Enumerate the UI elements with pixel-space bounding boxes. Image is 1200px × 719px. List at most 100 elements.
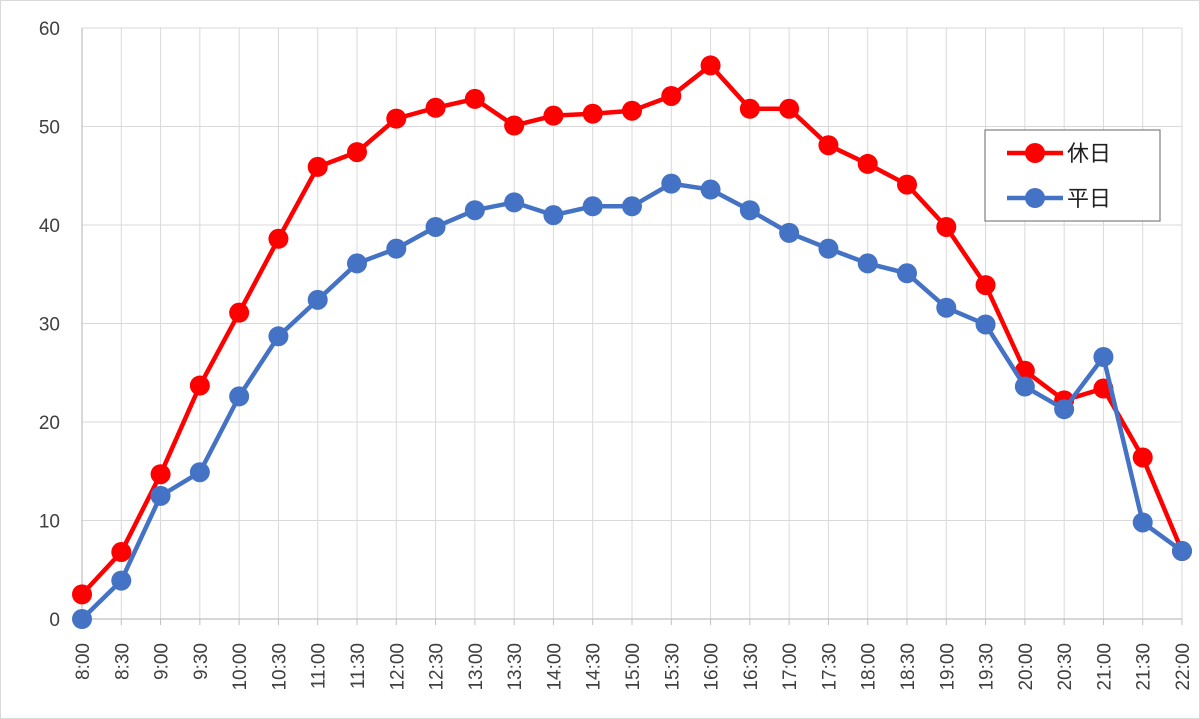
data-point	[1132, 447, 1153, 468]
x-tick-label: 11:30	[348, 643, 369, 689]
data-point	[111, 542, 132, 563]
data-point	[700, 179, 721, 200]
axes	[81, 28, 1183, 625]
data-point	[661, 85, 682, 106]
x-tick-label: 14:30	[584, 643, 605, 691]
data-point	[150, 464, 171, 485]
data-point	[543, 105, 564, 126]
data-point	[1172, 541, 1192, 562]
x-tick-label: 11:00	[309, 643, 330, 689]
data-point	[229, 302, 250, 323]
data-point	[347, 142, 367, 163]
x-tick-label: 15:00	[623, 643, 644, 691]
data-point	[347, 253, 367, 274]
x-tick-label: 13:00	[466, 643, 487, 691]
data-point	[739, 200, 760, 221]
x-tick-label: 16:00	[702, 643, 723, 691]
y-tick-label: 50	[39, 118, 60, 139]
data-point	[150, 485, 171, 506]
data-point	[425, 97, 446, 118]
x-tick-label: 19:30	[977, 643, 998, 691]
x-tick-label: 12:30	[427, 643, 448, 691]
legend-swatch-marker	[1025, 188, 1045, 208]
x-tick-label: 20:30	[1055, 643, 1076, 691]
data-point	[504, 115, 525, 136]
data-point	[779, 222, 800, 243]
y-tick-label: 0	[49, 610, 60, 631]
data-point	[936, 297, 957, 318]
data-point	[897, 263, 917, 284]
data-point	[818, 135, 839, 156]
data-point	[857, 253, 878, 274]
legend-label: 休日	[1067, 142, 1111, 167]
x-tick-label: 18:30	[898, 643, 919, 691]
x-tick-label: 17:00	[780, 643, 801, 691]
x-tick-label: 16:30	[741, 643, 762, 691]
data-point	[425, 216, 446, 237]
data-point	[268, 326, 289, 347]
data-point	[857, 153, 878, 174]
data-point	[661, 173, 682, 194]
y-tick-label: 60	[39, 19, 60, 40]
data-point	[897, 174, 917, 195]
gridlines	[82, 27, 1183, 619]
x-tick-label: 9:00	[152, 643, 173, 680]
x-tick-label: 8:00	[73, 643, 94, 680]
x-axis-tick-labels: 8:00 8:30 9:00 9:30 10:00 10:30 11:00 11:30 12:0…	[73, 643, 1194, 691]
data-point	[936, 216, 957, 237]
data-point	[975, 275, 996, 296]
x-tick-label: 20:00	[1016, 643, 1037, 691]
x-tick-label: 12:00	[387, 643, 408, 691]
data-point	[1093, 346, 1114, 367]
data-point	[543, 205, 564, 226]
x-tick-label: 17:30	[819, 643, 840, 691]
data-point	[189, 462, 210, 483]
data-point	[622, 100, 642, 121]
y-tick-label: 10	[39, 512, 60, 533]
legend-item: 平日	[1007, 187, 1111, 212]
data-point	[700, 55, 721, 76]
data-point	[268, 228, 289, 249]
series-group	[72, 55, 1192, 629]
legend-swatch-marker	[1025, 143, 1045, 163]
data-point	[72, 584, 92, 605]
data-point	[1014, 376, 1035, 397]
x-tick-label: 21:30	[1134, 643, 1155, 691]
x-tick-label: 10:00	[230, 643, 251, 691]
data-point	[229, 386, 250, 407]
x-tick-label: 21:00	[1094, 643, 1115, 691]
data-point	[739, 98, 760, 119]
data-point	[1132, 512, 1153, 533]
x-tick-label: 13:30	[505, 643, 526, 691]
data-point	[307, 156, 328, 177]
data-point	[975, 314, 996, 335]
data-point	[504, 192, 525, 213]
data-point	[464, 200, 485, 221]
data-point	[464, 88, 485, 109]
x-tick-label: 8:30	[112, 643, 133, 680]
data-point	[386, 108, 407, 129]
x-tick-label: 9:30	[191, 643, 212, 680]
y-axis-tick-labels: 0 10 20 30 40 50 60	[39, 19, 60, 631]
series-weekday	[72, 173, 1192, 629]
x-tick-label: 22:00	[1173, 643, 1194, 691]
x-tick-label: 10:30	[269, 643, 290, 691]
y-tick-label: 40	[39, 216, 60, 237]
legend-box	[984, 129, 1161, 222]
x-tick-label: 18:00	[859, 643, 880, 691]
legend-item: 休日	[1007, 142, 1111, 167]
data-point	[622, 196, 642, 217]
legend-label: 平日	[1067, 187, 1111, 212]
data-point	[189, 375, 210, 396]
data-point	[779, 98, 800, 119]
x-tick-label: 19:00	[937, 643, 958, 691]
x-tick-label: 14:00	[544, 643, 565, 691]
y-tick-label: 30	[39, 315, 60, 336]
data-point	[111, 570, 132, 591]
data-point	[72, 609, 92, 629]
data-point	[1054, 399, 1075, 420]
data-point	[307, 289, 328, 310]
